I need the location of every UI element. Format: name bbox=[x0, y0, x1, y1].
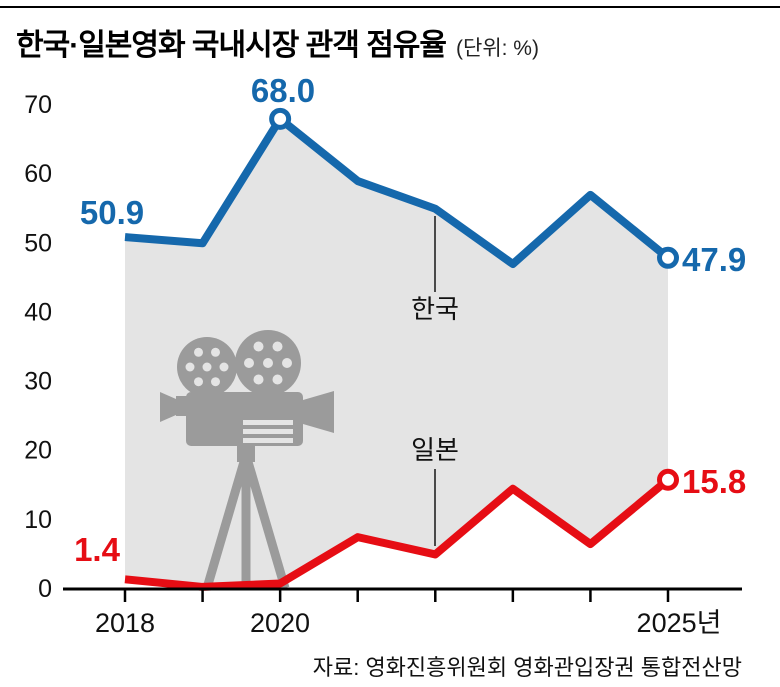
data-point-label: 47.9 bbox=[682, 241, 746, 278]
between-series-area bbox=[125, 118, 668, 587]
top-rule bbox=[0, 6, 780, 8]
chart-title: 한국·일본영화 국내시장 관객 점유율 bbox=[16, 29, 447, 62]
header: 한국·일본영화 국내시장 관객 점유율 (단위: %) bbox=[16, 20, 539, 64]
x-tick-label: 2018 bbox=[95, 608, 155, 638]
japan-series-line bbox=[124, 476, 671, 591]
series-annotation-label: 일본 bbox=[411, 435, 459, 465]
data-point-marker bbox=[657, 246, 679, 269]
y-tick-label: 50 bbox=[24, 229, 52, 257]
data-point-label: 50.9 bbox=[80, 194, 144, 231]
series-annotation-label: 한국 bbox=[411, 294, 459, 324]
y-tick-label: 0 bbox=[38, 575, 52, 603]
y-tick-label: 60 bbox=[24, 160, 52, 188]
data-point-label: 15.8 bbox=[682, 463, 746, 500]
x-tick-label: 2025년 bbox=[637, 608, 722, 638]
data-point-label: 68.0 bbox=[251, 72, 315, 109]
x-tick-label: 2020 bbox=[250, 608, 310, 638]
y-tick-label: 20 bbox=[24, 437, 52, 465]
movie-camera-icon bbox=[160, 330, 334, 590]
y-tick-label: 30 bbox=[24, 368, 52, 396]
data-point-marker bbox=[269, 107, 292, 130]
y-tick-label: 70 bbox=[24, 91, 52, 119]
y-tick-label: 10 bbox=[24, 506, 52, 534]
data-point-label: 1.4 bbox=[74, 531, 121, 568]
source-credit: 자료: 영화진흥위원회 영화관입장권 통합전산망 bbox=[312, 655, 742, 680]
korea-series-line bbox=[124, 114, 671, 269]
y-tick-label: 40 bbox=[24, 298, 52, 326]
data-point-marker bbox=[657, 468, 679, 491]
unit-label: (단위: %) bbox=[456, 37, 539, 60]
